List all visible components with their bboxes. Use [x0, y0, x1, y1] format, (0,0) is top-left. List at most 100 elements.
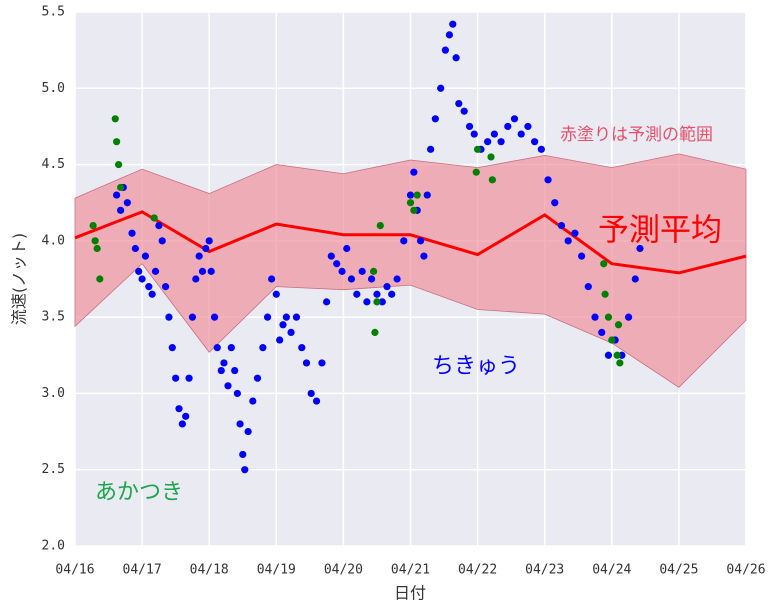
point [138, 275, 146, 283]
point [423, 191, 431, 199]
point [388, 290, 396, 298]
point [182, 412, 190, 420]
point [241, 466, 249, 474]
x-tick-label: 04/26 [726, 563, 765, 578]
point [113, 138, 121, 146]
point [198, 267, 207, 275]
point [460, 107, 468, 115]
point [452, 54, 460, 62]
series-label: ちきゅう [432, 354, 520, 379]
point [614, 321, 623, 329]
point [510, 115, 519, 123]
point [578, 252, 586, 260]
point [406, 199, 415, 207]
point [449, 20, 457, 28]
point [636, 244, 644, 253]
prediction-line [74, 210, 747, 275]
point [227, 344, 235, 352]
point [358, 267, 366, 275]
point [117, 183, 125, 192]
point [400, 237, 408, 245]
point [259, 344, 267, 352]
point [172, 374, 180, 382]
point [378, 298, 386, 306]
point [373, 290, 381, 298]
point [131, 244, 139, 253]
point [165, 313, 173, 321]
point [307, 389, 315, 398]
point [600, 260, 608, 268]
point [484, 138, 492, 146]
point [220, 359, 228, 367]
point [413, 191, 421, 199]
point [327, 252, 335, 260]
point [135, 267, 143, 275]
point [249, 397, 257, 405]
point [272, 290, 280, 298]
point [406, 191, 415, 199]
point [148, 290, 156, 298]
y-tick-label: 5.0 [42, 81, 65, 96]
x-tick-label: 04/19 [257, 563, 296, 578]
x-tick-label: 04/16 [55, 563, 94, 578]
point [115, 160, 123, 169]
point [353, 290, 361, 298]
point [383, 283, 391, 291]
point [470, 130, 478, 138]
series-label: あかつき [95, 480, 183, 505]
point [371, 328, 379, 336]
point [557, 222, 566, 230]
point [601, 290, 609, 298]
x-tick-label: 04/21 [391, 563, 430, 578]
point [604, 313, 613, 321]
point [441, 46, 449, 54]
point [410, 206, 418, 214]
point [155, 222, 163, 230]
point [410, 168, 418, 176]
point [373, 298, 381, 306]
point [123, 199, 131, 207]
point [282, 313, 290, 321]
point [93, 244, 101, 253]
x-tick-label: 04/25 [659, 563, 698, 578]
point [420, 252, 428, 260]
point [624, 313, 633, 321]
point [111, 115, 119, 123]
point [231, 366, 239, 375]
point [244, 427, 252, 436]
point [91, 237, 99, 245]
y-tick-label: 2.0 [42, 539, 65, 554]
point [195, 252, 203, 260]
point [96, 275, 104, 283]
point [279, 321, 287, 329]
point [631, 275, 639, 283]
x-tick-label: 04/23 [525, 563, 564, 578]
point [292, 313, 301, 321]
point [224, 382, 232, 390]
y-axis-label: 流速(ノット) [10, 233, 29, 325]
point [445, 31, 454, 39]
y-tick-label: 3.5 [42, 310, 65, 325]
point [312, 397, 321, 405]
point [604, 351, 613, 359]
prediction-band [74, 153, 747, 388]
x-tick-label: 04/24 [592, 563, 631, 578]
point [192, 275, 200, 283]
point [472, 168, 480, 176]
point [213, 344, 221, 352]
point [117, 206, 125, 214]
point [151, 267, 160, 275]
point [128, 229, 136, 237]
point [168, 344, 176, 352]
point [367, 275, 376, 283]
point [487, 153, 495, 161]
point [210, 313, 219, 321]
x-tick-label: 04/17 [123, 563, 162, 578]
point [564, 237, 572, 245]
point [302, 359, 311, 367]
point [608, 336, 616, 344]
point [431, 115, 439, 123]
point [158, 237, 166, 245]
y-tick-label: 3.0 [42, 386, 65, 401]
